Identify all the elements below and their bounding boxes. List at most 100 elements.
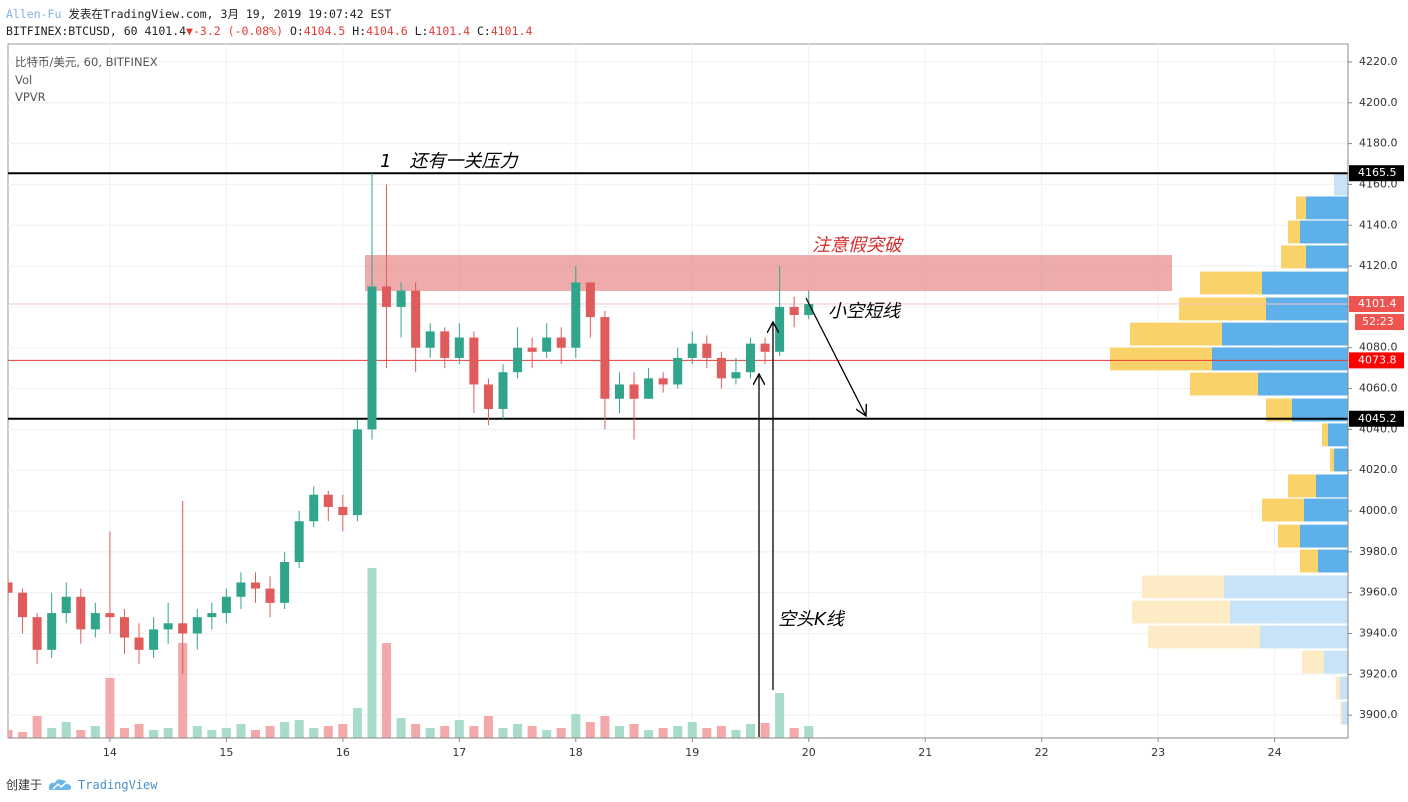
candle-body [338,506,348,516]
profile-down [1142,575,1224,599]
ohlc-value: 4104.6 [366,24,408,38]
x-tick-label: 24 [1268,746,1282,759]
candle-body [571,282,581,348]
annotation: 1 还有一关压力 [380,151,519,172]
pane-legend: 比特币/美元, 60, BITFINEX Vol VPVR [15,54,158,107]
x-tick-label: 14 [103,746,117,759]
volume-bar [76,729,86,738]
grid [8,44,1348,738]
volume-bar [411,723,421,738]
y-tick-label: 4020.0 [1359,463,1398,476]
volume-bar [498,727,508,738]
profile-down [1200,271,1262,295]
volume-bar [119,727,129,738]
x-tick-label: 18 [569,746,583,759]
candle-body [119,617,129,638]
profile-up [1340,676,1348,700]
candle-body [149,629,159,650]
volume-bar [614,725,624,738]
volume-bar [90,725,100,738]
ohlc-key: L: [414,24,429,38]
volume-bar [265,725,275,738]
profile-down [1340,701,1342,725]
profile-up [1342,701,1348,725]
volume-bar [134,723,144,738]
candle-body [134,637,144,650]
volume-bar [221,727,231,738]
volume-bar [804,725,814,738]
plot-back [8,172,1348,738]
profile-up [1262,271,1348,295]
profile-up [1222,322,1348,346]
candle-body [542,337,552,352]
profile-down [1148,625,1260,649]
brand[interactable]: TradingView [78,777,158,792]
y-tick-label: 4060.0 [1359,382,1398,395]
volume-bar [47,727,57,738]
candle-body [775,306,785,352]
y-tick-label: 4120.0 [1359,259,1398,272]
profile-down [1302,650,1324,674]
profile-down [1288,220,1300,244]
ohlc-key: H: [352,24,367,38]
change: -3.2 (-0.08%) [192,24,283,38]
profile-up [1306,196,1348,220]
down-triangle: ▼ [186,24,193,38]
candle-body [425,331,435,348]
profile-up [1300,220,1348,244]
volume-bar [716,725,726,738]
x-tick-label: 17 [452,746,466,759]
volume-bar [513,723,523,738]
volume-bar [585,721,595,738]
candle-body [614,384,624,399]
candle-body [294,521,304,563]
candle-body [745,343,756,373]
candle-body [556,337,566,348]
y-tick-label: 4140.0 [1359,218,1398,231]
candle-body [411,290,421,348]
candle-body [236,582,246,597]
profile-down [1336,676,1340,700]
profile-down [1190,372,1258,396]
price-label: 4101.4 [1358,297,1397,310]
candle-body [250,582,261,589]
profile-up [1266,297,1348,321]
volume-bar [425,727,435,738]
profile-up [1230,600,1348,624]
profile-up [1318,549,1348,573]
profile-down [1278,524,1300,548]
created: 创建于 [6,778,43,792]
candle-body [163,623,173,630]
x-tick-label: 15 [219,746,233,759]
candle-body [527,347,537,352]
y-tick-label: 4200.0 [1359,96,1398,109]
candle-body [513,347,523,373]
candle-body [352,429,362,516]
candle-body [440,331,450,358]
annotation: 注意假突破 [812,235,905,256]
ohlc-value: 4101.4 [490,24,533,38]
volume-bar [702,727,712,738]
symbol: BITFINEX:BTCUSD, 60 [6,24,138,38]
candle-body [265,588,275,603]
legend-item: 比特币/美元, 60, BITFINEX [15,55,158,69]
volume-bar [745,723,756,738]
candle-body [61,596,71,614]
profile-up [1316,474,1348,498]
volume-bar [280,721,290,738]
x-tick-label: 16 [336,746,350,759]
candle-body [221,596,231,614]
volume-bar [629,723,639,738]
ohlc-key: O: [289,24,304,38]
volume-bar [644,729,654,738]
y-tick-label: 3920.0 [1359,667,1398,680]
volume-bar [556,727,566,738]
y-tick-label: 3900.0 [1359,708,1398,721]
profile-down [1288,474,1316,498]
arrow [805,297,866,416]
volume-bar [483,715,493,738]
published: 发表在TradingView.com, 3月 19, 2019 19:07:42… [68,7,392,21]
drawings [759,297,866,737]
